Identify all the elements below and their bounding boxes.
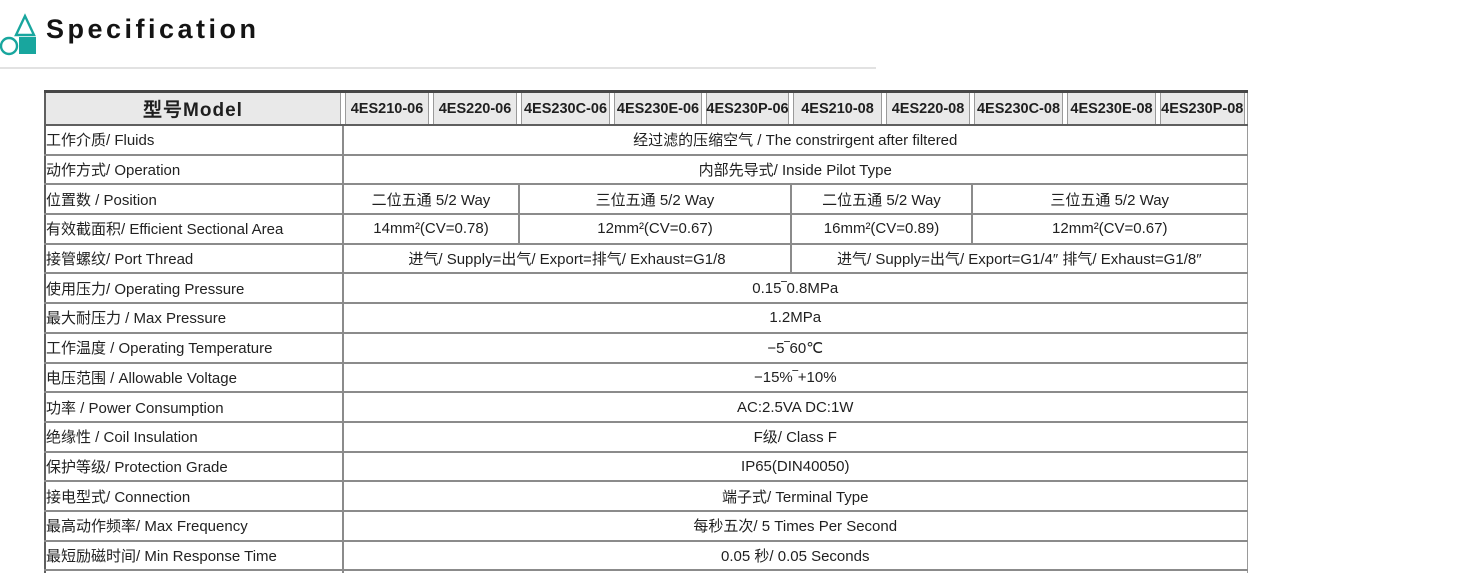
model-name: 4ES210-08	[793, 93, 882, 124]
spec-row-label: 有效截面积/ Efficient Sectional Area	[45, 213, 344, 244]
spec-value-cell: 端子式/ Terminal Type	[343, 480, 1247, 511]
spec-row-label: 接电型式/ Connection	[45, 480, 344, 511]
spec-value-cell: IP65(DIN40050)	[343, 450, 1247, 482]
spec-value-cell: 12mm²(CV=0.67)	[518, 213, 791, 244]
model-name: 4ES210-06	[345, 93, 429, 124]
model-name: 4ES220-08	[886, 93, 970, 124]
spec-row-label: 位置数 / Position	[45, 183, 344, 215]
spec-row: 功率 / Power Consumption AC:2.5VA DC:1W	[45, 391, 1247, 422]
model-name: 4ES220-06	[433, 93, 517, 124]
model-header-label: 型号Model	[46, 93, 341, 124]
spec-row-label: 最高动作频率/ Max Frequency	[45, 509, 344, 541]
spec-row-label: 保护等级/ Protection Grade	[45, 450, 344, 482]
model-name: 4ES230C-08	[974, 93, 1063, 124]
spec-row-label: 接管螺纹/ Port Thread	[45, 242, 344, 274]
spec-header-row: 型号Model 4ES210-06 4ES220-06 4ES230C-06 4ES2…	[45, 91, 1247, 126]
spec-row-label: 最短励磁时间/ Min Response Time	[45, 539, 344, 571]
spec-row: 最高动作频率/ Max Frequency 每秒五次/ 5 Times Per S…	[45, 509, 1247, 541]
spec-row: 电压范围 / Allowable Voltage −15%‾+10%	[45, 361, 1247, 393]
spec-row: 接管螺纹/ Port Thread 进气/ Supply=出气/ Export=排…	[45, 242, 1247, 274]
spec-row-label: 绝缘性 / Coil Insulation	[45, 420, 344, 452]
model-name: 4ES230P-08	[1160, 93, 1245, 124]
model-header-cell: 4ES220-06	[431, 91, 519, 126]
model-name: 4ES230P-06	[706, 93, 789, 124]
spec-value-cell: 16mm²(CV=0.89)	[790, 213, 972, 244]
spec-value-cell: 14mm²(CV=0.78)	[343, 213, 519, 244]
spec-value-cell: 2500万次/25 Million	[343, 569, 1247, 573]
model-header-cell: 4ES230P-06	[704, 91, 791, 126]
spec-row: 最大耐压力 / Max Pressure 1.2MPa	[45, 302, 1247, 333]
spec-row: 绝缘性 / Coil Insulation F级/ Class F	[45, 420, 1247, 452]
spec-value-cell: 每秒五次/ 5 Times Per Second	[343, 509, 1247, 541]
model-header-cell: 4ES220-08	[884, 91, 972, 126]
spec-value-cell: 二位五通 5/2 Way	[343, 183, 519, 215]
spec-table-body: 工作介质/ Fluids 经过滤的压缩空气 / The constrirgent …	[45, 125, 1247, 573]
spec-row: 寿命/Life2500万次/25 Million	[45, 569, 1247, 573]
spec-value-cell: F级/ Class F	[343, 420, 1247, 452]
spec-row: 保护等级/ Protection Grade IP65(DIN40050)	[45, 450, 1247, 482]
spec-row-label: 工作温度 / Operating Temperature	[45, 331, 344, 363]
header-divider	[0, 67, 876, 69]
model-header-cell: 4ES210-06	[343, 91, 431, 126]
model-header-cell: 4ES230C-06	[519, 91, 612, 126]
spec-value-cell: 0.05 秒/ 0.05 Seconds	[343, 539, 1247, 571]
spec-row-label: 动作方式/ Operation	[45, 153, 344, 185]
spec-row: 有效截面积/ Efficient Sectional Area 14mm²(CV=…	[45, 213, 1247, 244]
spec-value-cell: −5‾60℃	[343, 331, 1247, 363]
model-header-label-cell: 型号Model	[45, 91, 343, 126]
spec-row-label: 寿命/Life	[45, 569, 344, 573]
model-header-cell: 4ES230P-08	[1158, 91, 1247, 126]
model-name: 4ES230E-08	[1067, 93, 1156, 124]
spec-value-cell: 三位五通 5/2 Way	[518, 183, 791, 215]
spec-row-label: 电压范围 / Allowable Voltage	[45, 361, 344, 393]
spec-value-cell: 12mm²(CV=0.67)	[971, 213, 1247, 244]
spec-row: 动作方式/ Operation 内部先导式/ Inside Pilot Type	[45, 153, 1247, 185]
spec-table: 型号Model 4ES210-06 4ES220-06 4ES230C-06 4ES2…	[44, 90, 1248, 573]
spec-row-label: 最大耐压力 / Max Pressure	[45, 302, 344, 333]
spec-row: 使用压力/ Operating Pressure 0.15‾0.8MPa	[45, 272, 1247, 304]
model-header-cell: 4ES230C-08	[972, 91, 1065, 126]
spec-row: 工作温度 / Operating Temperature −5‾60℃	[45, 331, 1247, 363]
spec-value-cell: 1.2MPa	[343, 302, 1247, 333]
model-header-cell: 4ES230E-08	[1065, 91, 1158, 126]
spec-value-cell: 进气/ Supply=出气/ Export=排气/ Exhaust=G1/8	[343, 242, 791, 274]
page-title: Specification	[46, 14, 260, 44]
model-name: 4ES230E-06	[614, 93, 702, 124]
spec-row: 接电型式/ Connection 端子式/ Terminal Type	[45, 480, 1247, 511]
spec-row-label: 使用压力/ Operating Pressure	[45, 272, 344, 304]
spec-value-cell: 三位五通 5/2 Way	[971, 183, 1247, 215]
spec-value-cell: 0.15‾0.8MPa	[343, 272, 1247, 304]
spec-row-label: 工作介质/ Fluids	[45, 125, 344, 155]
spec-value-cell: 内部先导式/ Inside Pilot Type	[343, 153, 1247, 185]
spec-row: 工作介质/ Fluids 经过滤的压缩空气 / The constrirgent …	[45, 125, 1247, 155]
spec-value-cell: AC:2.5VA DC:1W	[343, 391, 1247, 422]
spec-row-label: 功率 / Power Consumption	[45, 391, 344, 422]
spec-row: 最短励磁时间/ Min Response Time 0.05 秒/ 0.05 Se…	[45, 539, 1247, 571]
spec-value-cell: 进气/ Supply=出气/ Export=G1/4″ 排气/ Exhaust=…	[790, 242, 1247, 274]
spec-value-cell: 经过滤的压缩空气 / The constrirgent after filter…	[633, 132, 958, 150]
spec-value-cell: −15%‾+10%	[343, 361, 1247, 393]
model-header-cell: 4ES230E-06	[612, 91, 704, 126]
spec-value-cell: 二位五通 5/2 Way	[790, 183, 972, 215]
model-name: 4ES230C-06	[521, 93, 610, 124]
model-header-cell: 4ES210-08	[791, 91, 884, 126]
spec-row: 位置数 / Position 二位五通 5/2 Way 三位五通 5/2 Way 二位…	[45, 183, 1247, 215]
shapes-icon	[0, 13, 36, 56]
